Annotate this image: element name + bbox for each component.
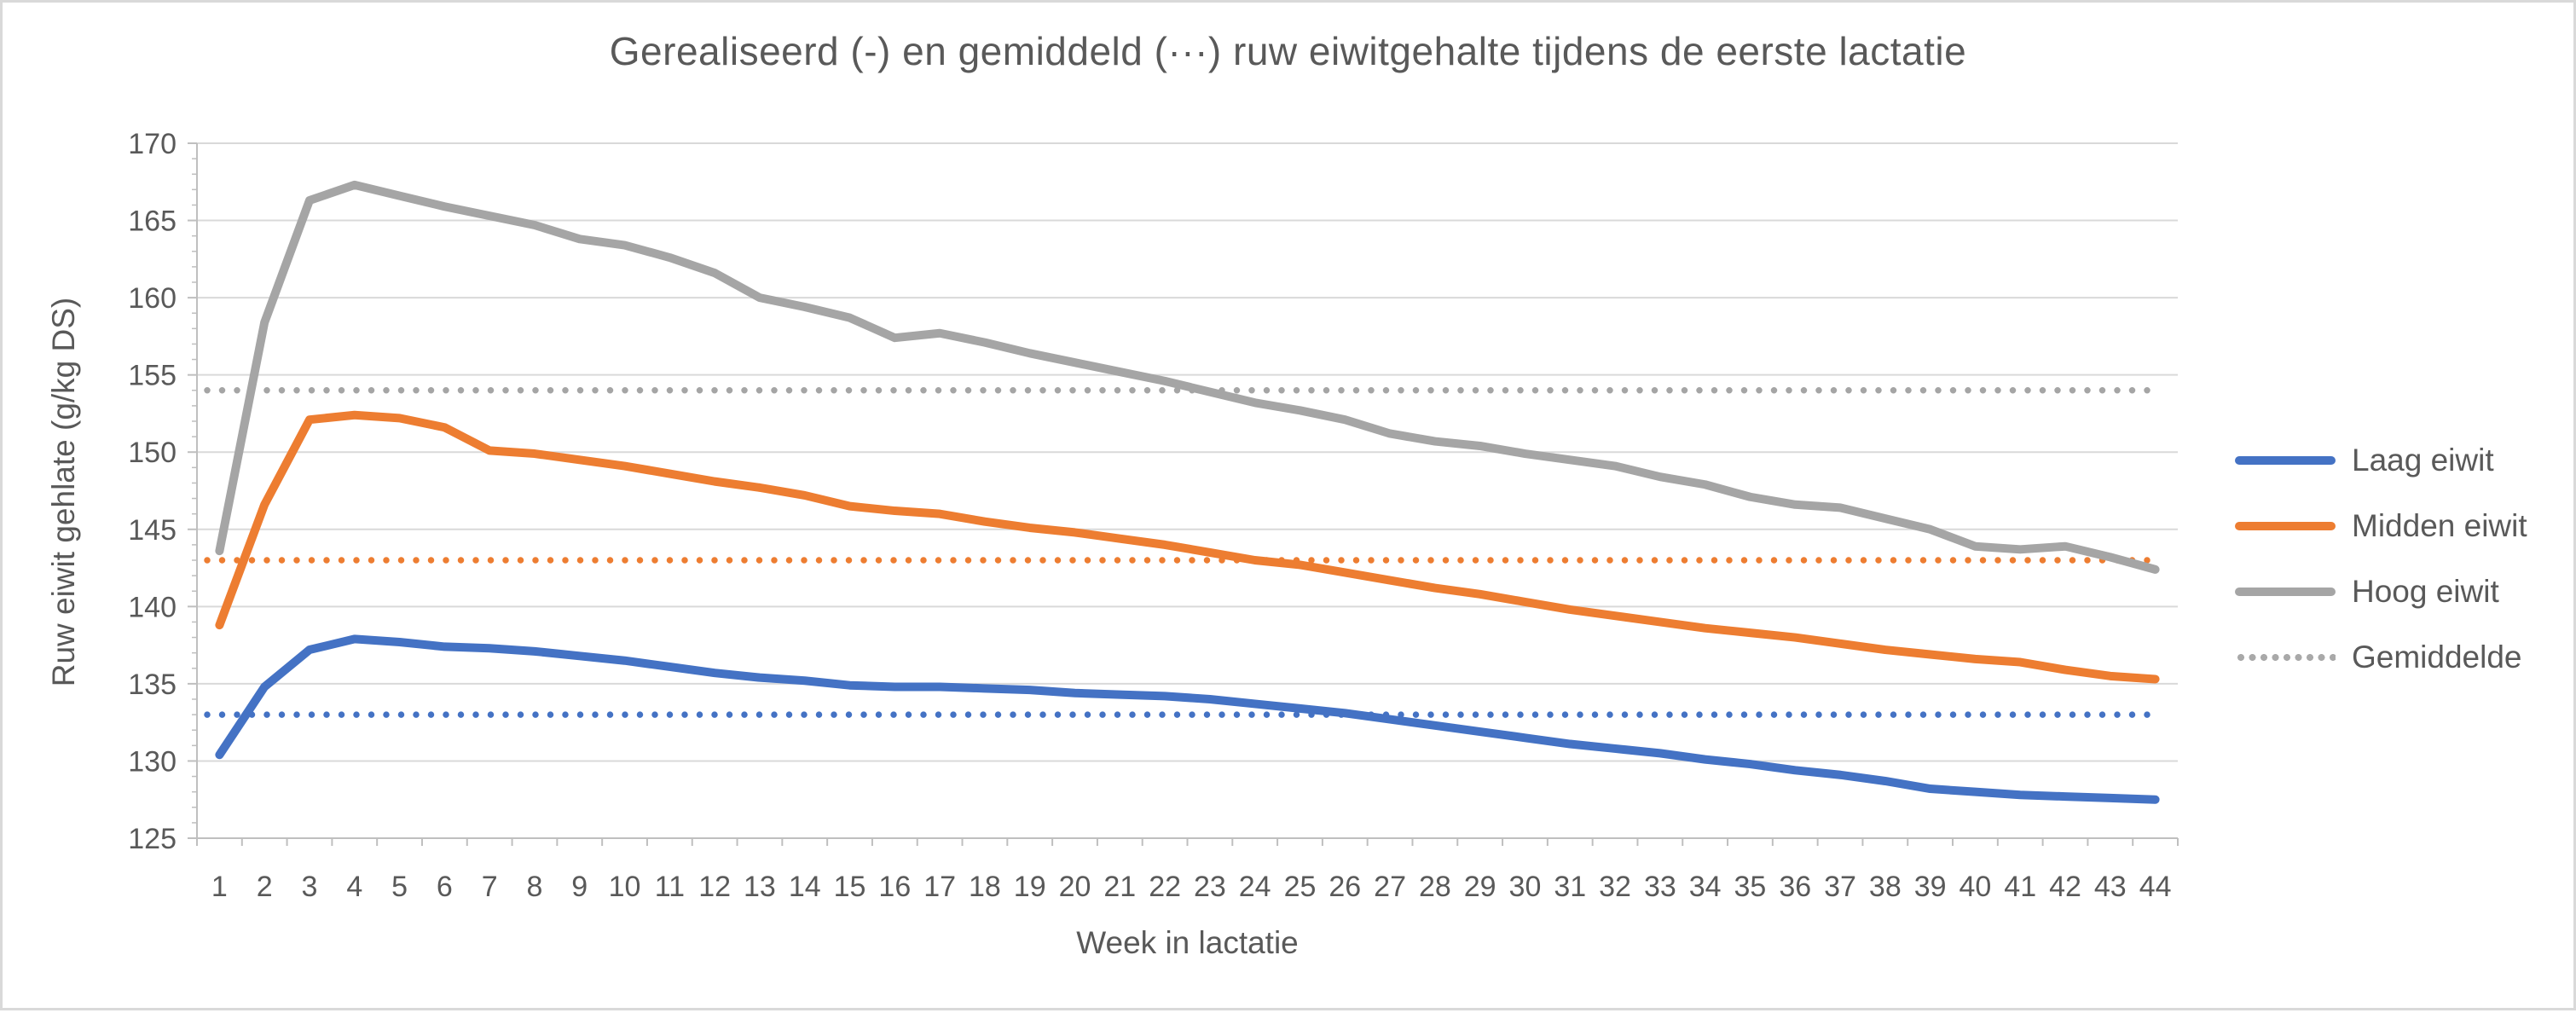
series-laag-eiwit xyxy=(215,634,2160,804)
legend-item-hoog-eiwit: Hoog eiwit xyxy=(2235,574,2527,610)
svg-text:4: 4 xyxy=(346,871,362,903)
svg-text:170: 170 xyxy=(128,128,177,160)
svg-text:2: 2 xyxy=(257,871,273,903)
chart-title: Gerealiseerd (-) en gemiddeld (···) ruw … xyxy=(609,29,1967,73)
svg-text:38: 38 xyxy=(1869,871,1902,903)
legend-item-gemiddelde: Gemiddelde xyxy=(2235,640,2527,675)
svg-text:140: 140 xyxy=(128,591,177,623)
svg-text:19: 19 xyxy=(1014,871,1046,903)
svg-text:44: 44 xyxy=(2139,871,2172,903)
svg-text:29: 29 xyxy=(1464,871,1496,903)
axes xyxy=(188,143,2178,839)
svg-text:35: 35 xyxy=(1734,871,1767,903)
svg-text:28: 28 xyxy=(1419,871,1451,903)
svg-text:25: 25 xyxy=(1284,871,1317,903)
svg-text:14: 14 xyxy=(789,871,821,903)
svg-text:5: 5 xyxy=(391,871,408,903)
svg-text:42: 42 xyxy=(2049,871,2081,903)
legend-item-laag-eiwit: Laag eiwit xyxy=(2235,443,2527,478)
svg-text:34: 34 xyxy=(1689,871,1722,903)
x-axis-title: Week in lactatie xyxy=(1076,925,1299,960)
svg-text:9: 9 xyxy=(571,871,588,903)
svg-text:21: 21 xyxy=(1103,871,1136,903)
legend: Laag eiwit Midden eiwit Hoog eiwit Gemid… xyxy=(2235,443,2527,675)
laag-eiwit-line-swatch xyxy=(2235,456,2336,465)
svg-text:130: 130 xyxy=(128,745,177,778)
y-axis-tick-labels: 125 130 135 140 145 150 155 160 165 170 xyxy=(128,128,177,855)
svg-text:1: 1 xyxy=(211,871,228,903)
svg-text:24: 24 xyxy=(1239,871,1271,903)
svg-text:27: 27 xyxy=(1374,871,1406,903)
svg-text:40: 40 xyxy=(1959,871,1992,903)
svg-text:13: 13 xyxy=(744,871,776,903)
svg-text:165: 165 xyxy=(128,205,177,238)
legend-label-gemiddelde: Gemiddelde xyxy=(2352,640,2522,674)
svg-text:150: 150 xyxy=(128,437,177,469)
svg-text:43: 43 xyxy=(2094,871,2127,903)
svg-text:22: 22 xyxy=(1149,871,1181,903)
hoog-eiwit-line-swatch xyxy=(2235,588,2336,596)
svg-text:145: 145 xyxy=(128,514,177,547)
gemiddelde-dotted-line-swatch xyxy=(2235,653,2336,662)
svg-text:10: 10 xyxy=(609,871,641,903)
svg-text:12: 12 xyxy=(698,871,731,903)
midden-eiwit-line-swatch xyxy=(2235,522,2336,530)
svg-text:37: 37 xyxy=(1824,871,1856,903)
svg-text:23: 23 xyxy=(1194,871,1226,903)
svg-text:160: 160 xyxy=(128,282,177,315)
legend-label-midden-eiwit: Midden eiwit xyxy=(2352,508,2527,543)
svg-text:31: 31 xyxy=(1554,871,1586,903)
svg-text:15: 15 xyxy=(834,871,866,903)
svg-text:155: 155 xyxy=(128,360,177,392)
svg-text:16: 16 xyxy=(878,871,911,903)
svg-text:30: 30 xyxy=(1509,871,1542,903)
svg-text:20: 20 xyxy=(1059,871,1091,903)
svg-text:26: 26 xyxy=(1329,871,1361,903)
legend-label-hoog-eiwit: Hoog eiwit xyxy=(2352,574,2499,609)
svg-text:41: 41 xyxy=(2004,871,2036,903)
svg-text:135: 135 xyxy=(128,669,177,701)
svg-text:6: 6 xyxy=(437,871,453,903)
svg-text:39: 39 xyxy=(1914,871,1947,903)
svg-text:7: 7 xyxy=(482,871,498,903)
legend-label-laag-eiwit: Laag eiwit xyxy=(2352,443,2494,478)
series-midden-eiwit xyxy=(215,410,2160,684)
x-axis-tick-labels: 1 2 3 4 5 6 7 8 9 10 11 12 13 14 15 16 17 18 19 20 21 22 23 24 2… xyxy=(211,871,2172,903)
svg-text:125: 125 xyxy=(128,823,177,855)
svg-text:11: 11 xyxy=(655,871,685,903)
axis-ticks xyxy=(188,142,2179,846)
legend-item-midden-eiwit: Midden eiwit xyxy=(2235,508,2527,544)
svg-text:8: 8 xyxy=(527,871,543,903)
series-hoog-eiwit xyxy=(215,180,2160,574)
average-lines xyxy=(204,387,2164,718)
svg-text:33: 33 xyxy=(1644,871,1676,903)
svg-text:18: 18 xyxy=(969,871,1001,903)
svg-text:32: 32 xyxy=(1599,871,1631,903)
svg-text:36: 36 xyxy=(1779,871,1811,903)
svg-text:3: 3 xyxy=(302,871,318,903)
svg-text:17: 17 xyxy=(923,871,956,903)
